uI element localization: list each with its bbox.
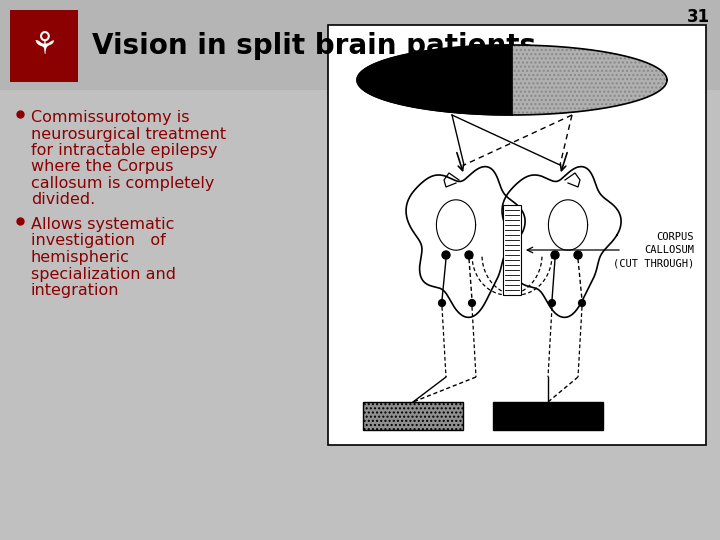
Text: ⚘: ⚘ [30, 31, 58, 60]
Polygon shape [357, 45, 512, 115]
Text: neurosurgical treatment: neurosurgical treatment [31, 126, 226, 141]
Polygon shape [549, 200, 588, 250]
Polygon shape [502, 167, 621, 318]
Bar [503, 205, 521, 295]
Text: integration: integration [31, 283, 120, 298]
Bar [363, 402, 463, 430]
Text: divided.: divided. [31, 192, 95, 207]
Bar [10, 10, 78, 82]
Circle shape [549, 300, 555, 306]
Polygon shape [436, 200, 476, 250]
Text: where the Corpus: where the Corpus [31, 159, 174, 174]
Text: callosum is completely: callosum is completely [31, 176, 215, 191]
Text: CORPUS
CALLOSUM
(CUT THROUGH): CORPUS CALLOSUM (CUT THROUGH) [613, 232, 694, 268]
Text: specialization and: specialization and [31, 267, 176, 281]
Text: for intractable epilepsy: for intractable epilepsy [31, 143, 217, 158]
Circle shape [469, 300, 475, 306]
Text: investigation   of: investigation of [31, 233, 166, 248]
Bar [0, 90, 720, 540]
Polygon shape [512, 45, 667, 115]
Text: Allows systematic: Allows systematic [31, 217, 174, 232]
Circle shape [574, 251, 582, 259]
Text: Commissurotomy is: Commissurotomy is [31, 110, 189, 125]
Text: hemispheric: hemispheric [31, 250, 130, 265]
Bar [0, 0, 720, 90]
Text: 31: 31 [687, 8, 710, 26]
Text: Vision in split brain patients: Vision in split brain patients [92, 32, 536, 60]
Bar [328, 25, 706, 445]
Circle shape [438, 300, 446, 306]
Circle shape [465, 251, 473, 259]
Circle shape [579, 300, 585, 306]
Circle shape [551, 251, 559, 259]
Polygon shape [406, 167, 525, 318]
Bar [493, 402, 603, 430]
Circle shape [442, 251, 450, 259]
